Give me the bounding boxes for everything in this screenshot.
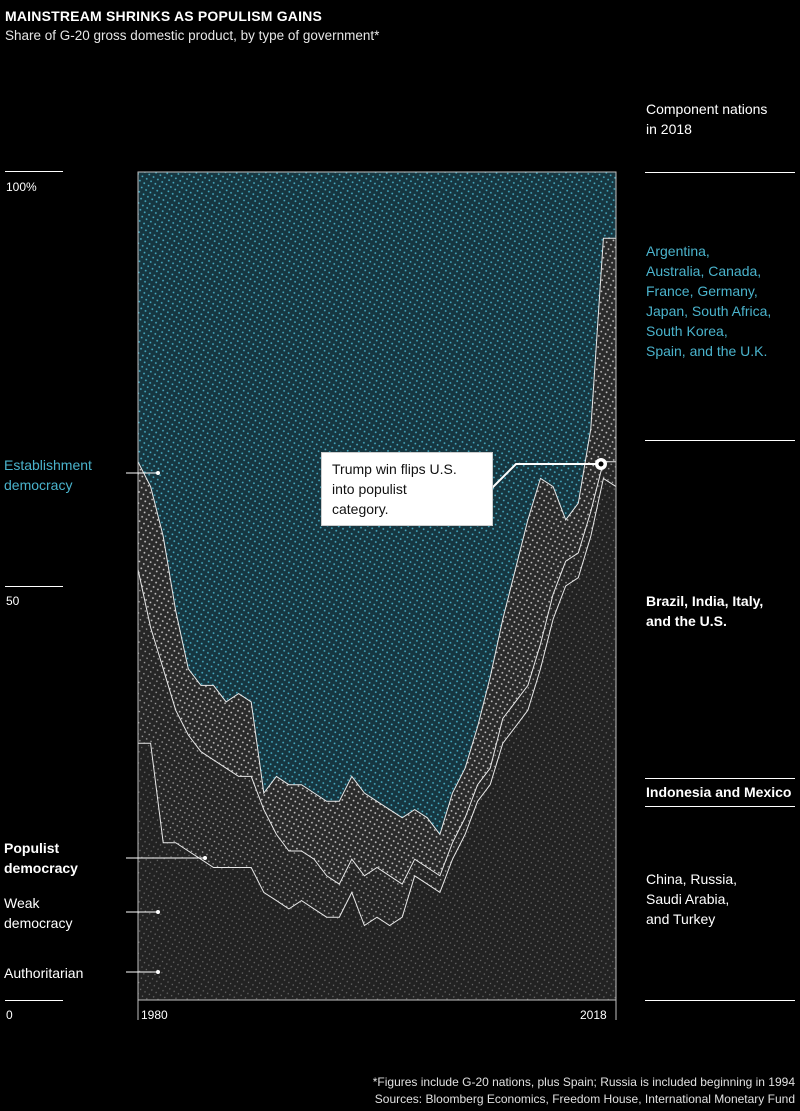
y-tick-50: 50	[6, 594, 20, 608]
right-rule-100	[645, 172, 795, 173]
nation-line: China, Russia,	[646, 871, 738, 887]
x-tick-1980: 1980	[141, 1008, 168, 1022]
label-weak: Weak democracy	[4, 893, 72, 933]
label-populist-line2: democracy	[4, 860, 78, 876]
nation-line: Saudi Arabia,	[646, 891, 730, 907]
label-authoritarian: Authoritarian	[4, 965, 84, 981]
sources: Sources: Bloomberg Economics, Freedom Ho…	[374, 1092, 795, 1106]
right-rule-3	[645, 778, 795, 779]
chart-subtitle: Share of G-20 gross domestic product, by…	[5, 28, 380, 43]
label-establishment: Establishment democracy	[4, 455, 92, 495]
y-rule-0	[5, 1000, 63, 1001]
area-authoritarian-line	[138, 477, 617, 927]
right-weak-nations: Indonesia and Mexico	[646, 784, 792, 800]
nation-line: and the U.S.	[646, 613, 727, 629]
trump-annotation: Trump win flips U.S. into populist categ…	[321, 452, 493, 526]
footnote: *Figures include G-20 nations, plus Spai…	[372, 1075, 795, 1089]
leader-establishment-dot	[156, 471, 160, 475]
annotation-connector	[489, 463, 600, 491]
nation-line: Spain, and the U.K.	[646, 343, 768, 359]
nation-line: Australia, Canada,	[646, 263, 762, 279]
x-tick-2018: 2018	[580, 1008, 607, 1022]
label-establishment-line1: Establishment	[4, 457, 92, 473]
label-populist-line1: Populist	[4, 840, 60, 856]
label-weak-line2: democracy	[4, 915, 73, 931]
annotation-marker-center	[598, 461, 604, 467]
y-rule-50	[5, 586, 63, 587]
right-establishment-nations: Argentina, Australia, Canada, France, Ge…	[646, 241, 771, 361]
y-rule-100	[5, 171, 63, 172]
y-tick-100: 100%	[6, 180, 37, 194]
area-weak-line	[137, 461, 616, 885]
nation-line: Brazil, India, Italy,	[646, 593, 764, 609]
right-rule-0	[645, 1000, 795, 1001]
annotation-line1: Trump win flips U.S.	[332, 461, 457, 477]
area-authoritarian	[138, 478, 616, 1000]
right-heading-line2: in 2018	[646, 121, 692, 137]
plot-frame	[137, 171, 617, 1001]
y-tick-0: 0	[6, 1008, 13, 1022]
label-populist: Populist democracy	[4, 838, 78, 878]
right-populist-nations: Brazil, India, Italy, and the U.S.	[646, 591, 763, 631]
label-weak-line1: Weak	[4, 895, 40, 911]
right-heading: Component nations in 2018	[646, 99, 767, 139]
right-heading-line1: Component nations	[646, 101, 768, 117]
annotation-line3: category.	[332, 501, 389, 517]
chart-title: MAINSTREAM SHRINKS AS POPULISM GAINS	[5, 8, 323, 24]
nation-line: France, Germany,	[646, 283, 758, 299]
leader-populist-dot	[203, 856, 207, 860]
annotation-line2: into populist	[332, 481, 407, 497]
nation-line: Japan, South Africa,	[646, 303, 772, 319]
leader-weak-dot	[156, 910, 160, 914]
label-establishment-line2: democracy	[4, 477, 73, 493]
nation-line: and Turkey	[646, 911, 716, 927]
area-populist-line	[137, 237, 616, 836]
leader-authoritarian-dot	[156, 970, 160, 974]
nation-line: South Korea,	[646, 323, 728, 339]
nation-line: Argentina,	[646, 243, 710, 259]
right-rule-4	[645, 806, 795, 807]
right-rule-2	[645, 440, 795, 441]
right-authoritarian-nations: China, Russia, Saudi Arabia, and Turkey	[646, 869, 737, 929]
